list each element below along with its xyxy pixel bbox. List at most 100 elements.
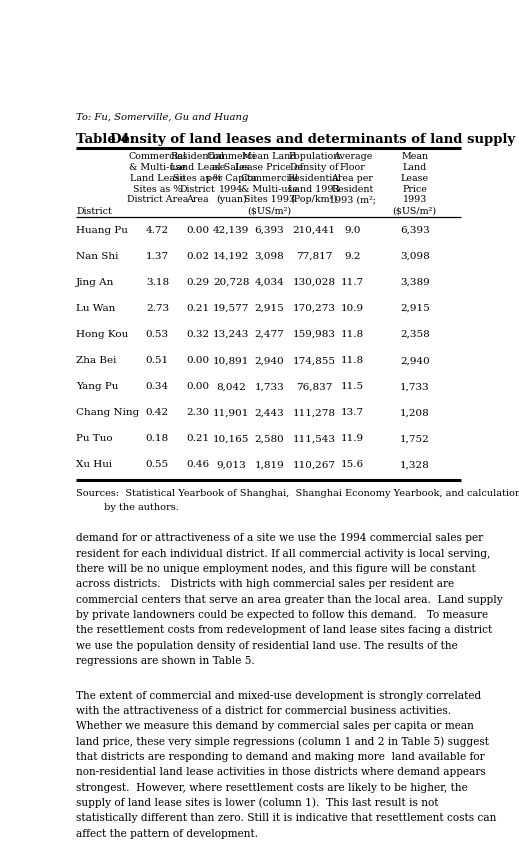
Text: 2,580: 2,580 (254, 434, 284, 443)
Text: the resettlement costs from redevelopment of land lease sites facing a district: the resettlement costs from redevelopmen… (76, 625, 493, 635)
Text: 130,028: 130,028 (293, 278, 336, 287)
Text: non-residential land lease activities in those districts where demand appears: non-residential land lease activities in… (76, 767, 486, 777)
Text: The extent of commercial and mixed-use development is strongly correlated: The extent of commercial and mixed-use d… (76, 690, 482, 700)
Text: 1,328: 1,328 (400, 460, 430, 470)
Text: statistically different than zero. Still it is indicative that resettlement cost: statistically different than zero. Still… (76, 813, 497, 823)
Text: 76,837: 76,837 (296, 382, 333, 392)
Text: 4,034: 4,034 (254, 278, 284, 287)
Text: Huang Pu: Huang Pu (76, 226, 128, 235)
Text: Xu Hui: Xu Hui (76, 460, 112, 470)
Text: regressions are shown in Table 5.: regressions are shown in Table 5. (76, 656, 255, 666)
Text: by private landowners could be expected to follow this demand.   To measure: by private landowners could be expected … (76, 610, 488, 620)
Text: 0.29: 0.29 (186, 278, 209, 287)
Text: 1,752: 1,752 (400, 434, 430, 443)
Text: 1,733: 1,733 (254, 382, 284, 392)
Text: 0.34: 0.34 (146, 382, 169, 392)
Text: 0.21: 0.21 (186, 434, 209, 443)
Text: 0.18: 0.18 (146, 434, 169, 443)
Text: 11,901: 11,901 (213, 409, 250, 417)
Text: District: District (76, 207, 112, 216)
Text: land price, these very simple regressions (column 1 and 2 in Table 5) suggest: land price, these very simple regression… (76, 737, 489, 747)
Text: 10,165: 10,165 (213, 434, 250, 443)
Text: with the attractiveness of a district for commercial business activities.: with the attractiveness of a district fo… (76, 706, 451, 716)
Text: 1,819: 1,819 (254, 460, 284, 470)
Text: that districts are responding to demand and making more  land available for: that districts are responding to demand … (76, 752, 485, 762)
Text: Sources:  Statistical Yearbook of Shanghai,  Shanghai Economy Yearbook, and calc: Sources: Statistical Yearbook of Shangha… (76, 489, 519, 498)
Text: 6,393: 6,393 (400, 226, 430, 235)
Text: 2.30: 2.30 (186, 409, 209, 417)
Text: 10.9: 10.9 (341, 304, 364, 313)
Text: 77,817: 77,817 (296, 252, 333, 261)
Text: 0.21: 0.21 (186, 304, 209, 313)
Text: 3,098: 3,098 (254, 252, 284, 261)
Text: 3,098: 3,098 (400, 252, 430, 261)
Text: 1,733: 1,733 (400, 382, 430, 392)
Text: 10,891: 10,891 (213, 356, 250, 365)
Text: resident for each individual district. If all commercial activity is local servi: resident for each individual district. I… (76, 549, 490, 558)
Text: 1,208: 1,208 (400, 409, 430, 417)
Text: supply of land lease sites is lower (column 1).  This last result is not: supply of land lease sites is lower (col… (76, 798, 439, 809)
Text: Residential
Land Lease
Sites as %
District
Area: Residential Land Lease Sites as % Distri… (170, 152, 225, 205)
Text: strongest.  However, where resettlement costs are likely to be higher, the: strongest. However, where resettlement c… (76, 783, 468, 793)
Text: 42,139: 42,139 (213, 226, 250, 235)
Text: 0.42: 0.42 (146, 409, 169, 417)
Text: 20,728: 20,728 (213, 278, 250, 287)
Text: commercial centers that serve an area greater than the local area.  Land supply: commercial centers that serve an area gr… (76, 595, 503, 605)
Text: 1.37: 1.37 (146, 252, 169, 261)
Text: 11.5: 11.5 (341, 382, 364, 392)
Text: 170,273: 170,273 (293, 304, 336, 313)
Text: 111,278: 111,278 (293, 409, 336, 417)
Text: 111,543: 111,543 (293, 434, 336, 443)
Text: 11.9: 11.9 (341, 434, 364, 443)
Text: we use the population density of residential land use. The results of the: we use the population density of residen… (76, 640, 458, 651)
Text: by the authors.: by the authors. (76, 503, 179, 513)
Text: 159,983: 159,983 (293, 330, 336, 339)
Text: Table 4:: Table 4: (76, 133, 144, 146)
Text: 0.51: 0.51 (146, 356, 169, 365)
Text: Pu Tuo: Pu Tuo (76, 434, 113, 443)
Text: 9,013: 9,013 (216, 460, 246, 470)
Text: demand for or attractiveness of a site we use the 1994 commercial sales per: demand for or attractiveness of a site w… (76, 534, 483, 543)
Text: 11.7: 11.7 (341, 278, 364, 287)
Text: 3,389: 3,389 (400, 278, 430, 287)
Text: Zha Bei: Zha Bei (76, 356, 116, 365)
Text: 2,940: 2,940 (254, 356, 284, 365)
Text: Commercial
& Multi-use
Land Lease
Sites as %
District Area: Commercial & Multi-use Land Lease Sites … (127, 152, 188, 205)
Text: Mean
Land
Lease
Price
1993
($US/m²): Mean Land Lease Price 1993 ($US/m²) (393, 152, 437, 215)
Text: across districts.   Districts with high commercial sales per resident are: across districts. Districts with high co… (76, 580, 454, 590)
Text: Whether we measure this demand by commercial sales per capita or mean: Whether we measure this demand by commer… (76, 722, 474, 731)
Text: 2,940: 2,940 (400, 356, 430, 365)
Text: 110,267: 110,267 (293, 460, 336, 470)
Text: 0.32: 0.32 (186, 330, 209, 339)
Text: 0.00: 0.00 (186, 226, 209, 235)
Text: 6,393: 6,393 (254, 226, 284, 235)
Text: affect the pattern of development.: affect the pattern of development. (76, 828, 258, 838)
Text: 4.72: 4.72 (146, 226, 169, 235)
Text: 210,441: 210,441 (293, 226, 336, 235)
Text: 11.8: 11.8 (341, 330, 364, 339)
Text: Jing An: Jing An (76, 278, 115, 287)
Text: 2,915: 2,915 (400, 304, 430, 313)
Text: 0.55: 0.55 (146, 460, 169, 470)
Text: Population
Density of
Residential
Land 1993
(Pop/km²): Population Density of Residential Land 1… (287, 152, 342, 205)
Text: 2,477: 2,477 (254, 330, 284, 339)
Text: 3.18: 3.18 (146, 278, 169, 287)
Text: 0.53: 0.53 (146, 330, 169, 339)
Text: 9.2: 9.2 (344, 252, 361, 261)
Text: 2,358: 2,358 (400, 330, 430, 339)
Text: Average
Floor
Area per
Resident
1993 (m²;: Average Floor Area per Resident 1993 (m²… (329, 152, 376, 205)
Text: Mean Land
Lease Price of
Commercial
& Multi-use
Sites 1993
($US/m²): Mean Land Lease Price of Commercial & Mu… (235, 152, 304, 215)
Text: 174,855: 174,855 (293, 356, 336, 365)
Text: 11.8: 11.8 (341, 356, 364, 365)
Text: Yang Pu: Yang Pu (76, 382, 118, 392)
Text: 0.00: 0.00 (186, 382, 209, 392)
Text: 0.02: 0.02 (186, 252, 209, 261)
Text: 2,443: 2,443 (254, 409, 284, 417)
Text: Hong Kou: Hong Kou (76, 330, 128, 339)
Text: 8,042: 8,042 (216, 382, 246, 392)
Text: 13,243: 13,243 (213, 330, 250, 339)
Text: Commerci
al Sales
per Capita
1994
(yuan): Commerci al Sales per Capita 1994 (yuan) (206, 152, 256, 205)
Text: 13.7: 13.7 (341, 409, 364, 417)
Text: there will be no unique employment nodes, and this figure will be constant: there will be no unique employment nodes… (76, 564, 476, 574)
Text: To: Fu, Somerville, Gu and Huang: To: Fu, Somerville, Gu and Huang (76, 113, 249, 122)
